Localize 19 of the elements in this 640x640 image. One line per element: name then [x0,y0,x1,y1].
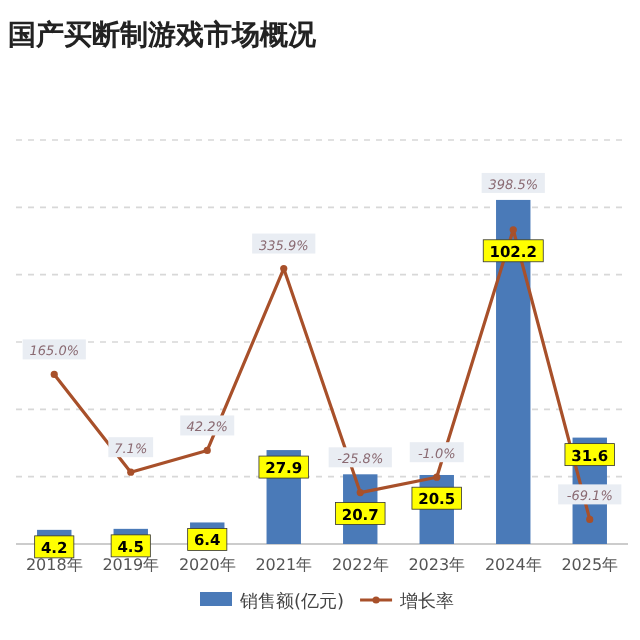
x-tick-label: 2021年 [255,556,313,574]
x-tick-label: 2022年 [331,556,389,574]
point [280,264,288,273]
point [586,515,594,523]
point [50,370,58,378]
x-tick-label: 2019年 [102,556,160,574]
x-tick-label: 2024年 [484,556,542,574]
point [127,468,135,476]
point [356,488,364,497]
point [509,226,517,234]
point [433,473,441,481]
chart-title: 国产买断制游戏市场概况 [8,18,318,52]
x-tick-label: 2025年 [561,556,619,574]
legend-label: 增长率 [398,591,455,613]
legend-label: 销售额(亿元) [238,591,345,613]
x-tick-label: 2020年 [178,556,236,574]
point [203,446,211,455]
x-tick-label: 2023年 [408,556,466,574]
x-tick-label: 2018年 [25,556,83,574]
